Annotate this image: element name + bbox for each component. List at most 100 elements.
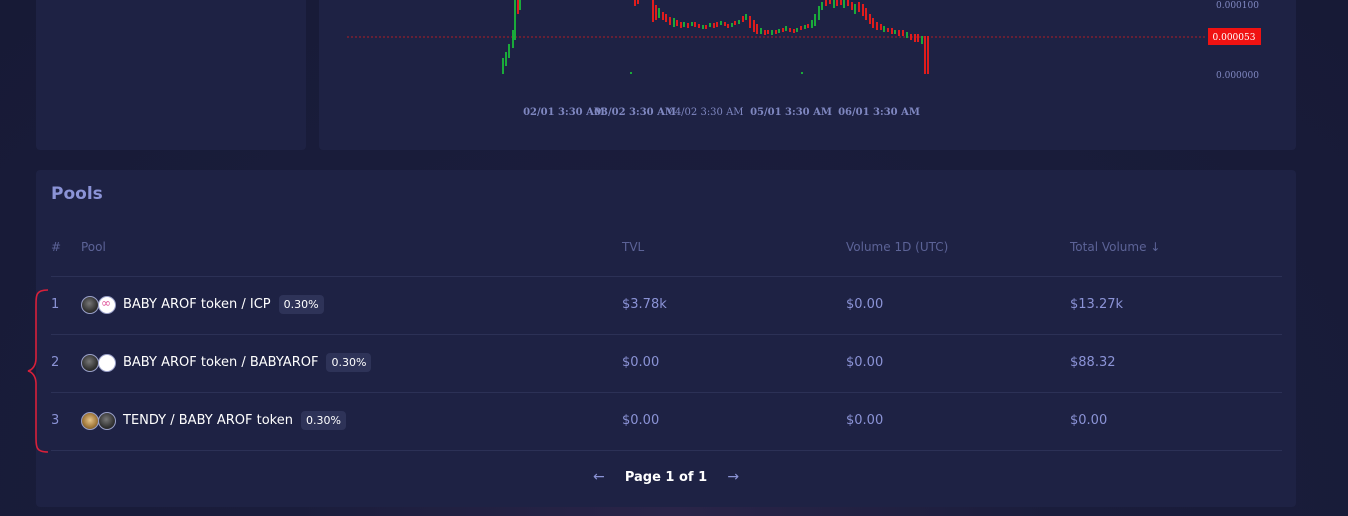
candle bbox=[880, 24, 882, 30]
candlestick-chart: 0.000053 0.000100 0.000000 02/01 3:30 AM… bbox=[347, 0, 1261, 118]
candle bbox=[702, 25, 704, 29]
candle bbox=[658, 8, 660, 18]
x-tick-label: 05/01 3:30 AM bbox=[750, 107, 832, 118]
arrow-down-icon: ↓ bbox=[1150, 240, 1161, 254]
pool-name: TENDY / BABY AROF token bbox=[123, 413, 293, 428]
tvl-value: $3.78k bbox=[622, 297, 667, 312]
candle bbox=[716, 22, 718, 27]
candle bbox=[756, 24, 758, 34]
current-price-tag bbox=[1208, 28, 1261, 45]
price-chart[interactable]: 0.000053 0.000100 0.000000 02/01 3:30 AM… bbox=[319, 0, 1296, 150]
candle bbox=[709, 23, 711, 27]
candle bbox=[847, 0, 849, 6]
candle bbox=[514, 0, 516, 40]
candle bbox=[862, 4, 864, 16]
pools-title: Pools bbox=[51, 184, 103, 204]
baby-arof-icon bbox=[81, 353, 99, 372]
arrow-left-icon[interactable]: ← bbox=[592, 469, 605, 485]
table-row[interactable]: 3 TENDY / BABY AROF token 0.30% $0.00 $0… bbox=[51, 393, 1282, 451]
candles bbox=[502, 0, 929, 74]
candle bbox=[854, 4, 856, 14]
candle bbox=[858, 2, 860, 12]
candle bbox=[669, 17, 671, 25]
candle bbox=[519, 0, 521, 10]
x-tick-label: 06/01 3:30 AM bbox=[838, 107, 920, 118]
x-tick-label: 04/02 3:30 AM bbox=[668, 107, 743, 118]
candle bbox=[821, 2, 823, 10]
candle bbox=[910, 34, 912, 40]
candle bbox=[851, 2, 853, 10]
column-tvl[interactable]: TVL bbox=[622, 240, 645, 254]
candle bbox=[637, 0, 639, 4]
total-volume-value: $88.32 bbox=[1070, 355, 1116, 370]
candle bbox=[760, 28, 762, 34]
candle bbox=[680, 22, 682, 28]
candle bbox=[917, 34, 919, 42]
candle bbox=[833, 0, 835, 8]
left-panel bbox=[36, 0, 306, 150]
row-index: 3 bbox=[51, 413, 60, 428]
candle bbox=[630, 72, 632, 74]
candle bbox=[801, 72, 803, 74]
candle bbox=[731, 23, 733, 27]
pool-cell[interactable]: BABY AROF token / ICP 0.30% bbox=[81, 295, 324, 314]
annotation-bracket bbox=[27, 289, 49, 453]
baby-arof-icon bbox=[81, 295, 99, 314]
table-row[interactable]: 1 BABY AROF token / ICP 0.30% $3.78k $0.… bbox=[51, 277, 1282, 335]
pagination: ← Page 1 of 1 → bbox=[36, 469, 1296, 485]
arrow-right-icon[interactable]: → bbox=[727, 469, 740, 485]
candle bbox=[734, 21, 736, 25]
candle bbox=[811, 20, 813, 28]
candle bbox=[727, 24, 729, 28]
volume-value: $0.00 bbox=[846, 413, 884, 428]
candle bbox=[771, 30, 773, 35]
candle bbox=[724, 22, 726, 26]
page-label: Page 1 of 1 bbox=[624, 469, 708, 485]
candle bbox=[869, 14, 871, 24]
candle bbox=[906, 32, 908, 38]
candle bbox=[713, 23, 715, 28]
candle bbox=[634, 0, 636, 6]
candle bbox=[804, 25, 806, 29]
candle bbox=[789, 28, 791, 32]
candle bbox=[924, 36, 926, 74]
candle bbox=[742, 16, 744, 22]
candle bbox=[894, 30, 896, 34]
fee-badge: 0.30% bbox=[326, 353, 372, 372]
pool-name: BABY AROF token / ICP bbox=[123, 297, 271, 312]
icp-icon bbox=[98, 295, 116, 314]
y-tick-label: 0.000100 bbox=[1216, 1, 1259, 11]
x-tick-label: 02/01 3:30 AM bbox=[523, 107, 605, 118]
candle bbox=[753, 20, 755, 32]
baby-arof-icon bbox=[98, 411, 116, 430]
candle bbox=[836, 0, 838, 6]
pool-cell[interactable]: BABY AROF token / BABYAROF 0.30% bbox=[81, 353, 372, 372]
candle bbox=[683, 22, 685, 27]
tvl-value: $0.00 bbox=[622, 355, 660, 370]
candle bbox=[883, 26, 885, 32]
candle bbox=[502, 58, 504, 74]
candle bbox=[691, 22, 693, 26]
candle bbox=[662, 12, 664, 20]
pool-cell[interactable]: TENDY / BABY AROF token 0.30% bbox=[81, 411, 346, 430]
candle bbox=[665, 14, 667, 22]
candle bbox=[796, 28, 798, 32]
candle bbox=[652, 0, 654, 22]
candle bbox=[872, 18, 874, 28]
table-row[interactable]: 2 BABY AROF token / BABYAROF 0.30% $0.00… bbox=[51, 335, 1282, 393]
column-total-volume[interactable]: Total Volume ↓ bbox=[1070, 240, 1160, 254]
column-index: # bbox=[51, 240, 62, 254]
candle bbox=[898, 30, 900, 36]
column-volume[interactable]: Volume 1D (UTC) bbox=[846, 240, 949, 254]
candle bbox=[764, 30, 766, 35]
candle bbox=[887, 28, 889, 32]
candle bbox=[738, 20, 740, 24]
candle bbox=[698, 24, 700, 28]
candle bbox=[818, 6, 820, 20]
candle bbox=[793, 29, 795, 33]
candle bbox=[807, 24, 809, 28]
candle bbox=[745, 14, 747, 20]
candle bbox=[694, 22, 696, 27]
candle bbox=[676, 20, 678, 26]
total-volume-value: $13.27k bbox=[1070, 297, 1124, 312]
